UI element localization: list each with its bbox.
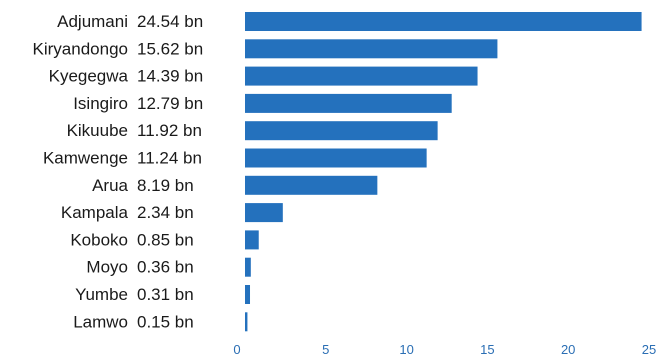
bar-kyegegwa — [245, 66, 478, 86]
x-tick-label: 10 — [399, 342, 413, 357]
bars-group — [245, 12, 642, 332]
bar-isingiro — [245, 93, 452, 113]
x-tick-label: 0 — [233, 342, 240, 357]
bar-kikuube — [245, 121, 438, 141]
category-label: Kikuube — [67, 121, 128, 140]
value-label: 0.85 bn — [137, 230, 194, 249]
bar-kiryandongo — [245, 39, 498, 59]
bar-arua — [245, 175, 378, 195]
value-label: 24.54 bn — [137, 12, 203, 31]
bar-adjumani — [245, 12, 642, 31]
category-label: Kyegegwa — [49, 67, 129, 86]
category-label: Isingiro — [73, 94, 128, 113]
category-label: Koboko — [70, 230, 128, 249]
bar-lamwo — [245, 312, 248, 332]
bar-kampala — [245, 203, 283, 223]
category-label: Moyo — [86, 258, 128, 277]
value-labels-group: 24.54 bn 15.62 bn 14.39 bn 12.79 bn 11.92 bn… — [137, 12, 203, 331]
value-label: 0.36 bn — [137, 258, 194, 277]
category-labels-group: Adjumani Kiryandongo Kyegegwa Isingiro Kikuu… — [33, 12, 129, 331]
x-tick-label: 15 — [480, 342, 494, 357]
value-label: 0.15 bn — [137, 312, 194, 331]
x-tick-label: 20 — [561, 342, 575, 357]
bar-koboko — [245, 230, 259, 250]
value-label: 0.31 bn — [137, 285, 194, 304]
x-axis-ticks-group: 0 5 10 15 20 25 — [233, 342, 656, 357]
category-label: Yumbe — [75, 285, 128, 304]
value-label: 11.92 bn — [137, 121, 202, 140]
bar-kamwenge — [245, 148, 427, 168]
value-label: 12.79 bn — [137, 94, 203, 113]
x-tick-label: 5 — [322, 342, 329, 357]
value-label: 14.39 bn — [137, 67, 203, 86]
category-label: Kiryandongo — [33, 39, 128, 58]
value-label: 11.24 bn — [137, 149, 202, 168]
category-label: Kamwenge — [43, 149, 128, 168]
value-label: 15.62 bn — [137, 39, 203, 58]
category-label: Arua — [92, 176, 128, 195]
bar-moyo — [245, 257, 251, 277]
bar-yumbe — [245, 285, 251, 304]
category-label: Lamwo — [73, 312, 128, 331]
value-label: 8.19 bn — [137, 176, 194, 195]
x-tick-label: 25 — [642, 342, 656, 357]
category-label: Adjumani — [57, 12, 128, 31]
value-label: 2.34 bn — [137, 203, 194, 222]
category-label: Kampala — [61, 203, 129, 222]
